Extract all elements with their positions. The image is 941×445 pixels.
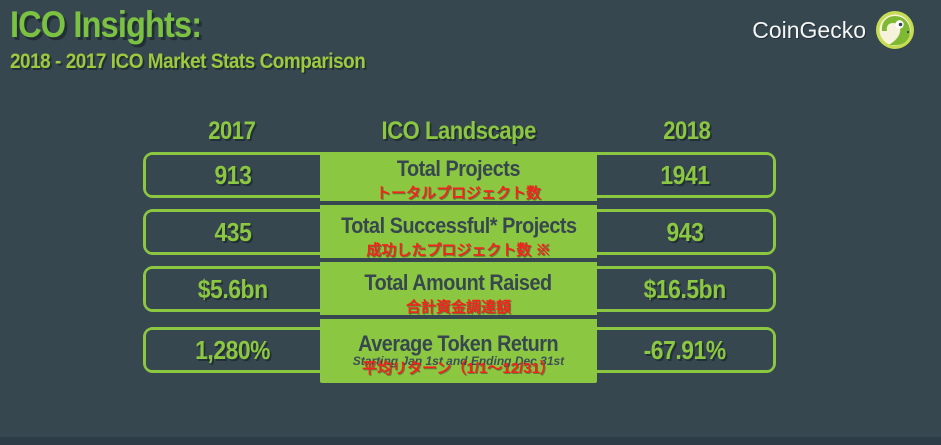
table-header-row: 2017 ICO Landscape 2018 <box>143 110 776 152</box>
value-2017: 435 <box>214 216 252 247</box>
table-row-amount-raised: $5.6bn Total Amount Raised 合計資金調達額 $16.5… <box>143 266 776 319</box>
metric-cell: Average Token Return Starting Jan 1st an… <box>320 330 597 378</box>
value-2017: 1,280% <box>195 334 271 365</box>
value-2018: 1941 <box>660 159 710 190</box>
value-2018-cell: 943 <box>597 212 773 252</box>
column-header-2018-label: 2018 <box>662 116 711 145</box>
value-2018: $16.5bn <box>643 273 727 304</box>
page-title: ICO Insights: <box>10 4 202 45</box>
value-2017-cell: 435 <box>146 212 320 252</box>
metric-cell: Total Successful* Projects 成功したプロジェクト数 ※ <box>320 212 597 260</box>
brand: CoinGecko <box>752 10 915 50</box>
value-2018-cell: -67.91% <box>597 330 773 370</box>
metric-label-japanese: 成功したプロジェクト数 ※ <box>366 242 551 259</box>
value-2018-cell: $16.5bn <box>597 269 773 309</box>
value-2018: 943 <box>666 216 704 247</box>
value-2017-cell: 1,280% <box>146 330 320 370</box>
table-row-total-projects: 913 Total Projects トータルプロジェクト数 1941 <box>143 152 776 205</box>
table-body: 913 Total Projects トータルプロジェクト数 1941 435 … <box>143 152 776 383</box>
column-header-2018: 2018 <box>597 117 776 146</box>
value-2017-cell: $5.6bn <box>146 269 320 309</box>
column-header-landscape-label: ICO Landscape <box>381 116 536 145</box>
metric-label-japanese: トータルプロジェクト数 <box>375 185 541 202</box>
metric-label: Total Projects <box>396 156 521 181</box>
page-subtitle: 2018 - 2017 ICO Market Stats Comparison <box>10 50 366 73</box>
coingecko-gecko-icon <box>876 11 914 49</box>
table-row-token-return: 1,280% Average Token Return Starting Jan… <box>143 327 776 378</box>
value-2017: 913 <box>214 159 252 190</box>
value-2018-cell: 1941 <box>597 155 773 195</box>
metric-cell: Total Projects トータルプロジェクト数 <box>320 155 597 203</box>
value-2017: $5.6bn <box>198 273 268 304</box>
metric-label-japanese: 平均リターン（1/1～12/31） <box>362 360 555 377</box>
metric-label: Total Successful* Projects <box>340 213 577 238</box>
metric-label: Average Token Return <box>358 331 559 356</box>
table-row-successful-projects: 435 Total Successful* Projects 成功したプロジェク… <box>143 209 776 262</box>
stats-table: 2017 ICO Landscape 2018 913 Total Projec… <box>143 110 776 383</box>
metric-note: Starting Jan 1st and Ending Dec 31st <box>352 354 565 368</box>
column-header-2017-label: 2017 <box>207 116 256 145</box>
metric-cell: Total Amount Raised 合計資金調達額 <box>320 269 597 317</box>
brand-name: CoinGecko <box>752 16 866 43</box>
metric-label-japanese: 合計資金調達額 <box>405 299 511 316</box>
value-2018: -67.91% <box>643 334 727 365</box>
column-header-2017: 2017 <box>143 117 320 146</box>
column-header-landscape: ICO Landscape <box>320 117 597 146</box>
bottom-edge-strip <box>0 437 941 445</box>
value-2017-cell: 913 <box>146 155 320 195</box>
metric-label: Total Amount Raised <box>364 270 553 295</box>
